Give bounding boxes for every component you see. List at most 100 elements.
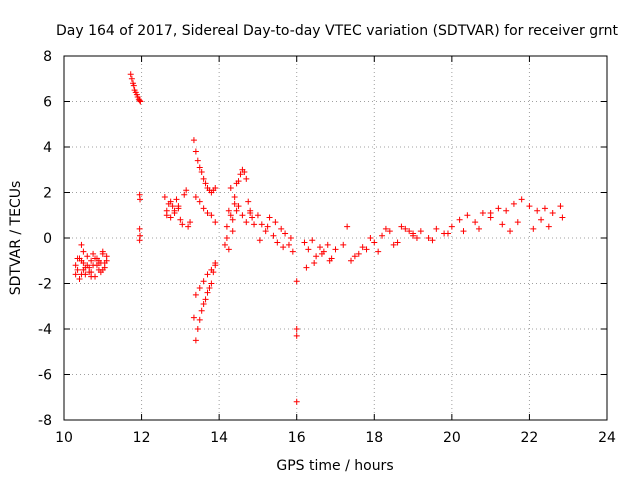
y-tick-label: 4 (43, 140, 52, 156)
data-point (200, 300, 207, 307)
data-point (282, 230, 289, 237)
series (161, 187, 194, 230)
data-point (204, 271, 211, 278)
data-point (95, 257, 102, 264)
series (340, 223, 417, 264)
data-point (225, 246, 232, 253)
series (410, 209, 494, 244)
data-point (280, 244, 287, 251)
data-point (204, 209, 211, 216)
data-point (99, 248, 106, 255)
data-point (136, 97, 143, 104)
data-point (101, 260, 108, 267)
data-point (394, 239, 401, 246)
data-point (221, 241, 228, 248)
data-point (88, 257, 95, 264)
data-point (233, 180, 240, 187)
data-point (200, 205, 207, 212)
data-point (417, 228, 424, 235)
data-point (348, 257, 355, 264)
plot-border (63, 55, 608, 421)
data-point (229, 216, 236, 223)
x-tick-label: 10 (55, 430, 73, 446)
y-tick-label: 0 (43, 231, 52, 247)
data-point (503, 207, 510, 214)
data-point (243, 219, 250, 226)
data-point (187, 219, 194, 226)
data-point (80, 266, 87, 273)
data-point (233, 207, 240, 214)
data-point (192, 337, 199, 344)
series (254, 212, 296, 255)
data-point (359, 244, 366, 251)
data-point (200, 175, 207, 182)
data-point (169, 203, 176, 210)
data-point (212, 260, 219, 267)
data-point (444, 230, 451, 237)
data-point (472, 219, 479, 226)
data-point (163, 212, 170, 219)
data-point (223, 223, 230, 230)
data-point (196, 316, 203, 323)
data-point (72, 271, 79, 278)
series (293, 278, 300, 405)
data-point (456, 216, 463, 223)
data-point (97, 269, 104, 276)
data-point (198, 307, 205, 314)
data-point (192, 148, 199, 155)
data-point (137, 196, 144, 203)
data-point (223, 235, 230, 241)
data-point (425, 235, 432, 241)
data-point (538, 216, 545, 223)
data-point (526, 203, 533, 210)
data-point (264, 223, 271, 230)
data-point (167, 214, 174, 221)
data-point (241, 169, 248, 176)
data-point (476, 225, 483, 232)
data-point (179, 221, 186, 228)
data-point (311, 260, 318, 267)
data-point (198, 169, 205, 176)
x-tick-labels: 10 12 14 16 18 20 22 24 (55, 430, 616, 446)
data-point (243, 175, 250, 182)
data-point (287, 235, 294, 241)
data-point (84, 253, 91, 260)
series (487, 196, 566, 235)
data-point (175, 203, 182, 210)
x-tick-label: 20 (443, 430, 461, 446)
data-point (196, 164, 203, 171)
y-tick-label: 6 (43, 95, 52, 111)
x-tick-label: 16 (288, 430, 306, 446)
x-tick-label: 22 (521, 430, 539, 446)
data-point (258, 221, 265, 228)
data-point (183, 187, 190, 194)
data-point (262, 228, 269, 235)
data-point (433, 225, 440, 232)
data-point (303, 264, 310, 271)
series (190, 137, 219, 226)
plot-frame (63, 55, 608, 421)
data-point (212, 184, 219, 191)
data-point (413, 235, 420, 241)
data-point (278, 225, 285, 232)
data-point (318, 250, 325, 257)
data-point (196, 285, 203, 292)
data-point (530, 225, 537, 232)
data-point (514, 219, 521, 226)
data-point (74, 266, 81, 273)
data-point (161, 194, 168, 201)
data-point (495, 205, 502, 212)
data-point (270, 232, 277, 239)
grid-lines (64, 56, 607, 420)
data-point (231, 200, 238, 207)
data-point (549, 209, 556, 216)
axis-ticks (63, 55, 608, 421)
y-tick-label: 2 (43, 186, 52, 202)
data-point (254, 212, 261, 219)
data-point (208, 266, 215, 273)
data-point (293, 278, 300, 285)
data-point (326, 257, 333, 264)
data-point (200, 278, 207, 285)
data-point (499, 221, 506, 228)
data-point (130, 82, 137, 89)
